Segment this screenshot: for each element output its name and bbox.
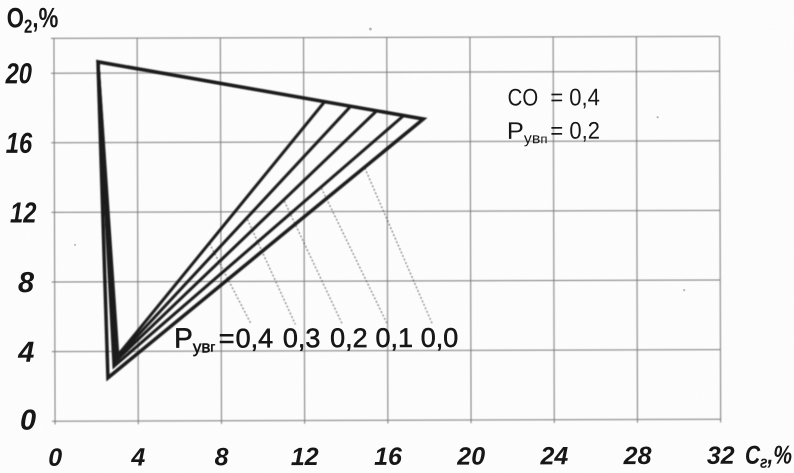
svg-text:20: 20 — [5, 58, 32, 90]
svg-text:12: 12 — [10, 197, 37, 229]
svg-text:0,1: 0,1 — [375, 323, 413, 353]
svg-text:= 0,2: = 0,2 — [550, 118, 600, 145]
svg-text:CO: CO — [508, 84, 539, 111]
svg-text:28: 28 — [623, 442, 652, 470]
svg-text:16: 16 — [374, 443, 403, 471]
svg-text:0,4: 0,4 — [236, 323, 274, 353]
svg-text:O2,%: O2,% — [7, 2, 59, 38]
svg-text:16: 16 — [6, 128, 33, 160]
svg-text:0: 0 — [20, 405, 36, 437]
svg-text:Cг,%: Cг,% — [745, 440, 792, 472]
svg-text:20: 20 — [456, 443, 485, 471]
svg-text:8: 8 — [215, 443, 229, 471]
svg-text:0: 0 — [48, 444, 62, 472]
svg-text:12: 12 — [291, 443, 319, 471]
svg-text:24: 24 — [539, 442, 568, 470]
svg-text:0,2: 0,2 — [330, 323, 368, 353]
svg-text:=: = — [219, 323, 235, 353]
svg-text:32: 32 — [707, 442, 735, 470]
svg-text:0,0: 0,0 — [421, 323, 459, 353]
svg-text:4: 4 — [130, 444, 145, 472]
svg-text:4: 4 — [17, 337, 34, 369]
svg-text:= 0,4: = 0,4 — [550, 84, 600, 111]
svg-text:0,3: 0,3 — [283, 323, 321, 353]
svg-text:8: 8 — [18, 267, 35, 299]
